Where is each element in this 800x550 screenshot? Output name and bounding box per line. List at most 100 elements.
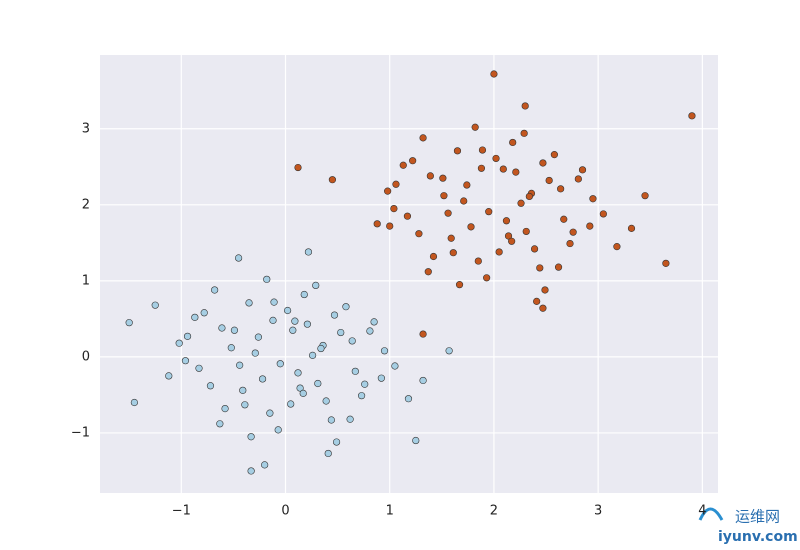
point xyxy=(314,379,322,388)
point xyxy=(460,197,468,205)
point xyxy=(183,332,192,340)
point xyxy=(474,257,482,265)
point xyxy=(241,401,249,409)
series xyxy=(125,248,453,475)
point xyxy=(181,357,190,365)
point xyxy=(471,123,479,131)
watermark-url: iyunv.com xyxy=(718,529,798,545)
point xyxy=(291,317,299,325)
x-tick-label: 0 xyxy=(281,504,289,519)
point xyxy=(415,230,423,238)
point xyxy=(227,344,235,352)
y-tick-label: 1 xyxy=(82,273,90,288)
point xyxy=(520,129,528,137)
point xyxy=(439,174,447,182)
point xyxy=(332,438,341,446)
point xyxy=(269,316,277,324)
point xyxy=(258,375,267,383)
point xyxy=(485,208,493,216)
point xyxy=(322,397,330,405)
point xyxy=(662,259,670,267)
point xyxy=(366,327,374,335)
point xyxy=(276,360,284,368)
point xyxy=(361,380,369,388)
point xyxy=(130,398,138,407)
x-tick-label: 2 xyxy=(490,504,498,519)
point xyxy=(569,228,577,236)
point xyxy=(502,217,511,225)
series xyxy=(294,70,696,338)
point xyxy=(165,372,173,380)
point xyxy=(245,299,253,307)
point xyxy=(337,328,345,337)
point xyxy=(391,362,399,370)
point xyxy=(384,187,392,195)
point xyxy=(536,264,544,272)
point xyxy=(304,248,313,256)
point xyxy=(266,409,274,417)
watermark: 运维网 iyunv.com xyxy=(698,507,798,545)
point xyxy=(386,222,394,230)
point xyxy=(348,337,356,345)
point xyxy=(377,374,385,382)
y-tick-label: 2 xyxy=(82,197,90,212)
point xyxy=(429,252,438,261)
point xyxy=(490,70,498,78)
point xyxy=(221,404,229,413)
point xyxy=(522,227,530,236)
point xyxy=(517,199,525,207)
point xyxy=(412,436,420,445)
point xyxy=(235,254,243,262)
point xyxy=(195,364,203,372)
point xyxy=(239,386,247,394)
point xyxy=(294,163,302,172)
point xyxy=(254,333,263,341)
point xyxy=(508,237,516,245)
point xyxy=(426,172,434,180)
point xyxy=(261,461,269,469)
point xyxy=(467,223,475,231)
watermark-logo xyxy=(698,507,724,521)
point xyxy=(294,369,302,377)
point xyxy=(447,234,455,242)
point xyxy=(303,320,311,328)
point xyxy=(390,205,398,213)
point xyxy=(230,326,239,334)
point xyxy=(247,433,255,441)
point xyxy=(299,389,307,397)
point xyxy=(175,339,183,347)
point xyxy=(554,263,563,271)
x-tick-label: 1 xyxy=(386,504,394,519)
point xyxy=(688,112,696,120)
point xyxy=(533,297,541,305)
point xyxy=(477,164,486,172)
point xyxy=(495,248,503,256)
point xyxy=(247,467,255,475)
point xyxy=(125,319,133,327)
point xyxy=(499,165,507,173)
point xyxy=(419,330,427,338)
plot-area xyxy=(100,55,718,493)
point xyxy=(492,154,500,163)
point xyxy=(449,249,457,257)
point xyxy=(504,232,513,240)
point xyxy=(545,176,553,185)
point xyxy=(403,212,412,220)
point xyxy=(478,146,487,154)
point xyxy=(351,367,359,375)
point xyxy=(530,245,539,253)
point xyxy=(236,361,244,369)
point xyxy=(539,304,547,312)
point xyxy=(206,382,215,390)
point xyxy=(312,281,320,290)
watermark-title: 运维网 xyxy=(735,508,780,526)
point xyxy=(641,192,649,200)
point xyxy=(399,161,407,169)
point xyxy=(550,151,558,159)
point xyxy=(289,326,297,334)
point xyxy=(330,311,339,319)
point xyxy=(218,324,226,332)
point xyxy=(216,420,224,428)
point xyxy=(453,147,462,155)
